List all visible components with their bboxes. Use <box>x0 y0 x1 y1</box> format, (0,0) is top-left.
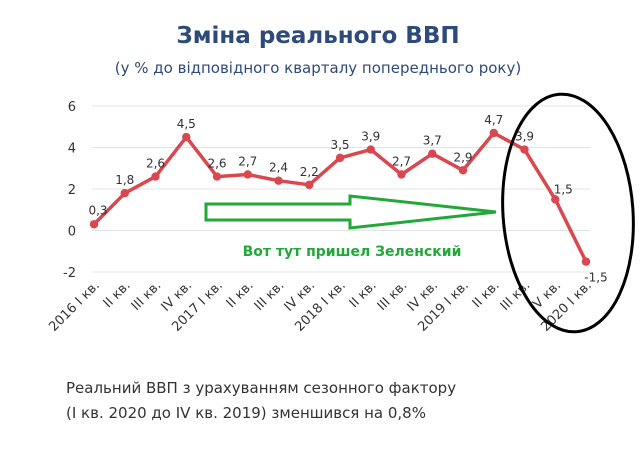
x-tick-label: II кв. <box>101 278 134 311</box>
x-tick-label: II кв. <box>224 278 257 311</box>
data-label: 4,5 <box>177 117 196 131</box>
data-label: -1,5 <box>584 271 607 285</box>
data-point <box>520 145 529 154</box>
data-point <box>274 176 283 185</box>
data-point <box>305 180 314 190</box>
data-point <box>243 170 252 179</box>
data-label: 2,2 <box>300 165 319 179</box>
data-label: 3,9 <box>515 130 534 144</box>
x-tick-label: III кв. <box>498 278 534 314</box>
data-point <box>428 149 437 158</box>
data-point <box>458 166 468 175</box>
chart-title: Зміна реального ВВП <box>176 23 459 49</box>
y-tick-label: -2 <box>63 266 76 281</box>
y-tick-label: 6 <box>68 100 76 115</box>
data-point <box>335 153 345 163</box>
annotation-arrow <box>204 194 497 230</box>
series-line-group <box>89 128 591 266</box>
x-axis: 2016 I кв.II кв.III кв.IV кв.2017 I кв.I… <box>46 278 594 334</box>
data-label: 2,6 <box>146 157 165 171</box>
data-label: 1,5 <box>554 182 573 196</box>
data-label: 3,7 <box>423 134 442 148</box>
data-label: 2,4 <box>269 161 288 175</box>
data-point <box>366 145 375 154</box>
data-label: 4,7 <box>484 113 503 127</box>
data-label: 2,7 <box>238 154 257 168</box>
data-point <box>120 188 129 198</box>
x-tick-label: 2016 I кв. <box>46 278 102 334</box>
y-tick-label: 0 <box>68 225 76 240</box>
data-point <box>581 257 591 266</box>
data-point <box>182 132 191 142</box>
data-point <box>551 195 560 204</box>
x-tick-label: III кв. <box>375 278 411 314</box>
annotation-text: Вот тут пришел Зеленский <box>243 244 462 260</box>
data-point <box>212 172 222 181</box>
highlight-ellipse <box>501 92 635 334</box>
data-label: 1,8 <box>115 173 134 187</box>
series-line <box>92 131 588 263</box>
x-tick-label: II кв. <box>470 278 503 311</box>
data-label: 2,9 <box>453 150 472 164</box>
annotation: Вот тут пришел Зеленский <box>204 92 635 334</box>
data-point <box>397 170 406 179</box>
data-point <box>489 128 498 138</box>
x-tick-label: III кв. <box>129 278 165 314</box>
footer-line-2: (І кв. 2020 до IV кв. 2019) зменшився на… <box>66 404 426 422</box>
grid-lines <box>92 105 590 273</box>
y-tick-label: 2 <box>68 183 76 198</box>
data-label: 2,6 <box>207 157 226 171</box>
data-point <box>89 220 99 229</box>
footer-line-1: Реальний ВВП з урахуванням сезонного фак… <box>66 379 456 397</box>
y-tick-label: 4 <box>68 142 76 157</box>
y-axis: -2 0 2 4 6 <box>63 100 76 281</box>
data-label: 2,7 <box>392 154 411 168</box>
x-tick-label: III кв. <box>252 278 288 314</box>
chart-subtitle: (у % до відповідного кварталу попередньо… <box>115 59 521 77</box>
data-label: 3,5 <box>330 138 349 152</box>
x-tick-label: II кв. <box>347 278 380 311</box>
data-labels: 0,3 1,8 2,6 4,5 2,6 2,7 2,4 2,2 3,5 3,9 2,7 3,7 2,9 4… <box>88 113 607 285</box>
data-label: 0,3 <box>88 203 107 217</box>
data-point <box>151 172 160 181</box>
data-label: 3,9 <box>361 130 380 144</box>
